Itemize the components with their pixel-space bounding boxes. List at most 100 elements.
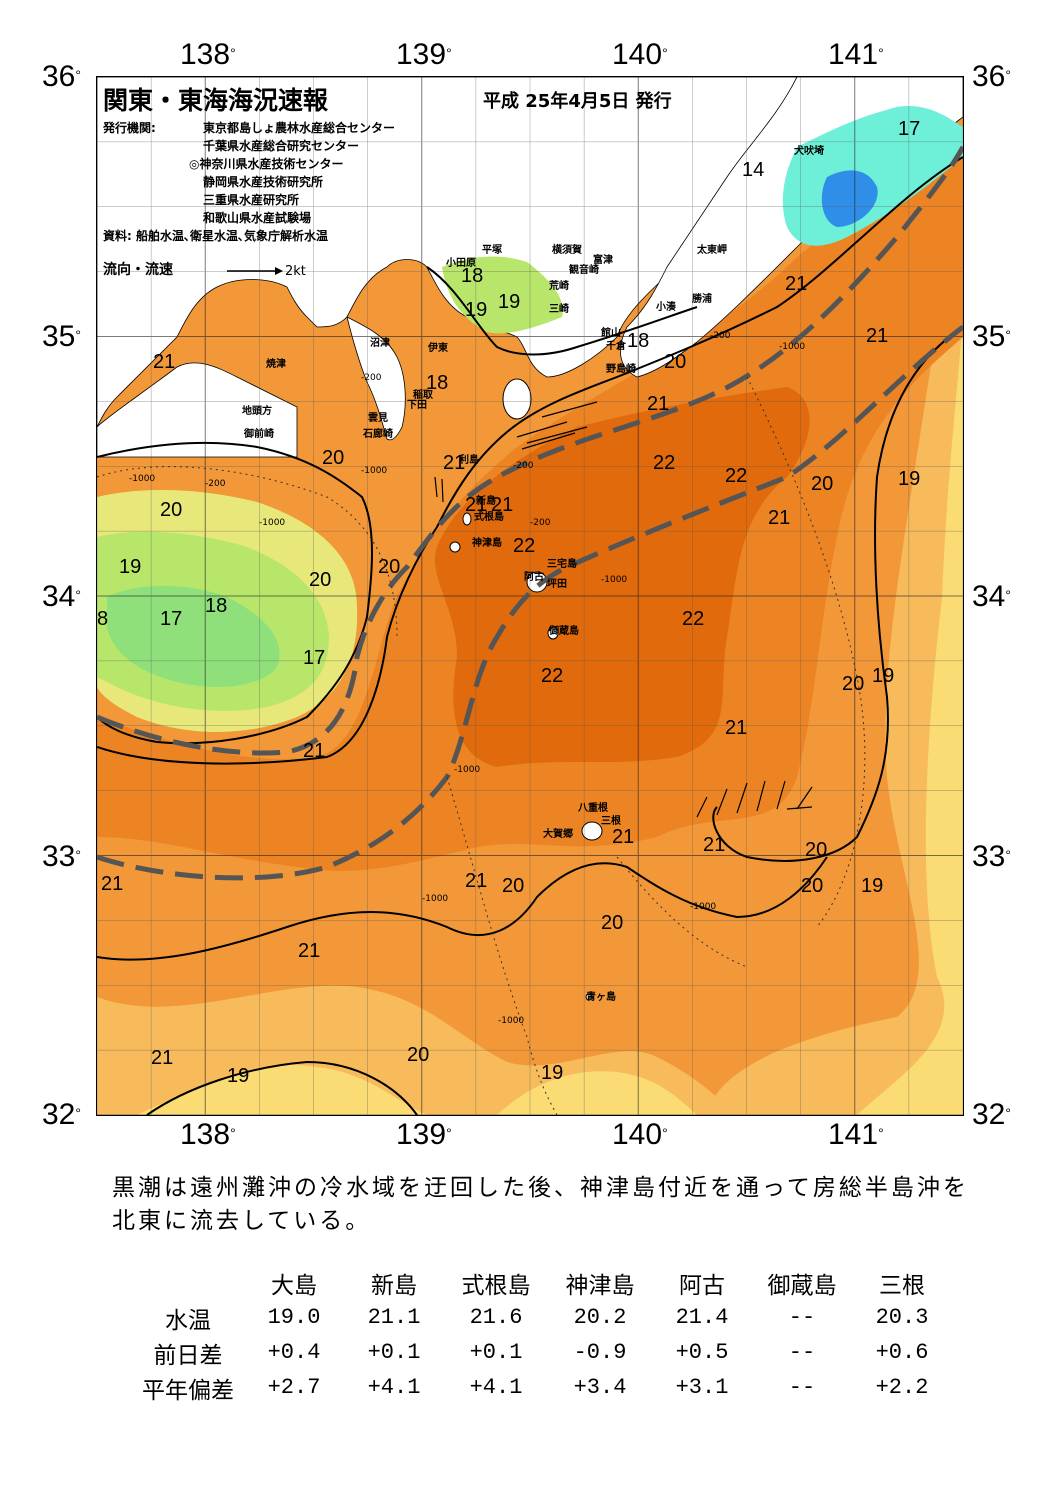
- station-header: 神津島: [565, 1272, 635, 1299]
- isobath-label: -1000: [454, 765, 481, 775]
- issuer-name: 千葉県水産総合研究センター: [203, 139, 360, 153]
- island-mikura: [547, 626, 559, 640]
- place-label: 三宅島: [547, 559, 577, 570]
- temperature-label: 19: [872, 665, 895, 687]
- table-cell: +3.1: [675, 1375, 729, 1400]
- table-cell: +4.1: [469, 1375, 523, 1400]
- current-arrow: [716, 788, 728, 816]
- station-header: 三根: [879, 1272, 925, 1299]
- island-miyake: [526, 571, 548, 593]
- lat-tick-right: 34°: [972, 580, 1011, 613]
- isotherm-19-south: [146, 1060, 418, 1115]
- temperature-label: 21: [443, 452, 466, 474]
- sea-temperature-map: 関東・東海海況速報 平成 25年4月5日 発行 発行機関: 東京都島しょ農林水産…: [96, 76, 964, 1116]
- isotherm-21-main: [97, 156, 963, 765]
- table-cell: +0.4: [267, 1340, 321, 1365]
- place-label: 稲取: [413, 390, 433, 401]
- issue-date: 平成 25年4月5日 発行: [483, 91, 672, 112]
- lat-tick-left: 33°: [42, 840, 81, 873]
- current-arrow: [736, 782, 748, 814]
- place-label: 御前崎: [244, 429, 274, 440]
- temperature-label: 19: [119, 556, 142, 578]
- current-arrow: [434, 476, 438, 498]
- table-cell: +3.4: [573, 1375, 627, 1400]
- current-arrow: [521, 432, 576, 450]
- temperature-label: 21: [768, 507, 791, 529]
- temperature-label: 21: [612, 826, 635, 848]
- isobath-line: [616, 856, 748, 968]
- temperature-label: 19: [227, 1065, 250, 1087]
- temperature-label: 22: [541, 665, 564, 687]
- issuer-name: 東京都島しょ農林水産総合センター: [203, 121, 396, 135]
- temperature-label: 19: [541, 1062, 564, 1084]
- station-header: 大島: [271, 1272, 317, 1299]
- temperature-label: 20: [805, 839, 828, 861]
- cold-water-mass-core: [107, 585, 280, 687]
- lat-tick-right: 32°: [972, 1098, 1011, 1131]
- table-cell: 21.1: [367, 1305, 421, 1330]
- table-cell: 21.6: [469, 1305, 523, 1330]
- table-cell: -0.9: [573, 1340, 627, 1365]
- warm-22-core: [434, 387, 810, 767]
- flow-legend-unit: 2kt: [285, 264, 306, 279]
- lon-tick-bottom: 141°: [828, 1118, 884, 1151]
- table-cell: +0.1: [367, 1340, 421, 1365]
- temperature-label: 18: [205, 595, 228, 617]
- island-hachijo: [581, 821, 603, 841]
- isobath-label: -1000: [259, 518, 286, 528]
- isobath-label: -1000: [498, 1016, 525, 1026]
- station-header: 新島: [371, 1272, 417, 1299]
- temperature-label: 21: [647, 393, 670, 415]
- current-arrow: [776, 780, 786, 810]
- table-cell: 20.3: [875, 1305, 929, 1330]
- map-canvas: [97, 77, 963, 1115]
- table-row: 平年偏差 +2.7 +4.1 +4.1 +3.4 +3.1 -- +2.2: [132, 1370, 952, 1405]
- place-label: 犬吠埼: [794, 146, 824, 157]
- place-label: 三根: [601, 816, 621, 827]
- place-label: 式根島: [474, 512, 504, 523]
- temperature-label: 21: [725, 717, 748, 739]
- cool-band-south-outer: [137, 1065, 427, 1115]
- temperature-label: 21: [465, 494, 488, 516]
- place-label: 太東岬: [697, 245, 727, 256]
- isotherm-contours: [97, 156, 963, 1115]
- flow-legend-label: 流向・流速: [103, 262, 173, 278]
- place-label: 小湊: [656, 302, 676, 313]
- table-cell: --: [788, 1340, 816, 1365]
- isobath-label: -200: [513, 461, 534, 471]
- table-header-row: 大島 新島 式根島 神津島 阿古 御蔵島 三根: [132, 1265, 952, 1300]
- table-cell: +4.1: [367, 1375, 421, 1400]
- isotherm-20-south: [97, 856, 828, 961]
- table-row: 水温 19.0 21.1 21.6 20.2 21.4 -- 20.3: [132, 1300, 952, 1335]
- issuer-name: 和歌山県水産試験場: [203, 211, 312, 225]
- place-label: 雲見: [368, 413, 388, 424]
- current-arrow: [786, 806, 813, 810]
- current-vectors: [434, 401, 813, 818]
- current-arrow: [696, 796, 708, 818]
- lat-tick-left: 36°: [42, 60, 81, 93]
- temperature-label: 20: [160, 499, 183, 521]
- temperature-label: 20: [664, 351, 687, 373]
- lon-tick-top: 138°: [180, 38, 236, 71]
- temperature-label: 14: [742, 159, 765, 181]
- place-label: 観音崎: [569, 265, 599, 276]
- temperature-label: 19: [861, 875, 884, 897]
- isobath-line: [97, 466, 398, 638]
- place-label: 坪田: [547, 579, 567, 590]
- temperature-label: 19: [465, 299, 488, 321]
- lat-tick-right: 36°: [972, 60, 1011, 93]
- row-label: 平年偏差: [142, 1377, 234, 1404]
- issuer-name: 三重県水産研究所: [203, 193, 300, 207]
- issuer-name: 静岡県水産技術研究所: [203, 175, 324, 189]
- temperature-label: 18: [426, 372, 449, 394]
- place-label: 青ヶ島: [586, 992, 616, 1003]
- temperature-label: 21: [465, 870, 488, 892]
- place-label: 下田: [407, 400, 427, 411]
- lon-tick-bottom: 139°: [396, 1118, 452, 1151]
- place-label: 小田原: [446, 258, 476, 269]
- table-corner: [132, 1265, 244, 1300]
- kuroshio-axis-south: [97, 325, 963, 881]
- isobath-label: -200: [710, 331, 731, 341]
- isobath-label: -1000: [422, 894, 449, 904]
- current-arrow: [516, 421, 568, 438]
